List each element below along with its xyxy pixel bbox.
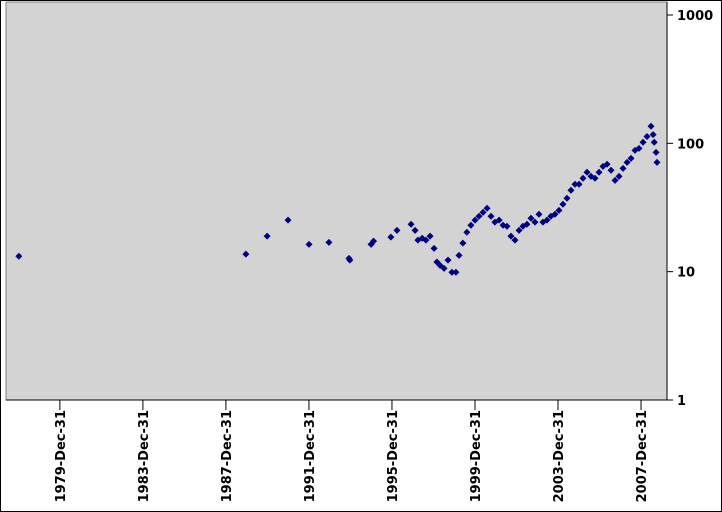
point: [611, 176, 619, 184]
point: [471, 216, 479, 224]
point: [263, 232, 271, 240]
point: [479, 208, 487, 216]
x-tick-label: 2003-Dec-31: [552, 410, 567, 502]
point: [650, 138, 658, 146]
point: [643, 133, 651, 141]
point: [325, 238, 333, 246]
point: [551, 210, 559, 218]
point: [531, 218, 539, 226]
point: [543, 216, 551, 224]
point: [242, 250, 250, 258]
point: [652, 148, 660, 156]
point: [559, 200, 567, 208]
point: [436, 261, 444, 269]
point: [430, 244, 438, 252]
y-tick-label: 100: [677, 137, 704, 152]
point: [411, 226, 419, 234]
point: [459, 239, 467, 247]
point: [571, 180, 579, 188]
point: [284, 216, 292, 224]
point: [495, 216, 503, 224]
point: [467, 221, 475, 229]
point: [448, 268, 456, 276]
point: [475, 212, 483, 220]
point: [487, 212, 495, 220]
point: [393, 226, 401, 234]
point: [595, 168, 603, 176]
point: [370, 237, 378, 245]
point: [527, 214, 535, 222]
point: [563, 194, 571, 202]
point: [627, 154, 635, 162]
point: [455, 251, 463, 259]
x-tick-label: 1987-Dec-31: [220, 410, 235, 502]
point: [503, 222, 511, 230]
point: [603, 160, 611, 168]
point: [422, 236, 430, 244]
point: [555, 206, 563, 214]
point: [607, 166, 615, 174]
point: [346, 256, 354, 264]
point: [653, 158, 661, 166]
point: [426, 232, 434, 240]
point: [623, 158, 631, 166]
point: [523, 220, 531, 228]
point: [619, 164, 627, 172]
point: [649, 131, 657, 139]
point: [583, 168, 591, 176]
x-tick-label: 1995-Dec-31: [386, 410, 401, 502]
point: [507, 232, 515, 240]
point: [515, 226, 523, 234]
point: [15, 252, 23, 260]
x-tick-label: 1991-Dec-31: [303, 410, 318, 502]
y-tick-label: 1: [677, 394, 686, 409]
point: [387, 233, 395, 241]
point: [305, 240, 313, 248]
point: [647, 122, 655, 130]
point: [407, 220, 415, 228]
point: [463, 228, 471, 236]
point: [639, 138, 647, 146]
point: [483, 204, 491, 212]
point: [452, 268, 460, 276]
x-tick-label: 1979-Dec-31: [54, 410, 69, 502]
x-tick-label: 1983-Dec-31: [137, 410, 152, 502]
point: [567, 186, 575, 194]
y-tick-label: 10: [677, 266, 695, 281]
point: [511, 236, 519, 244]
point: [591, 174, 599, 182]
point: [579, 174, 587, 182]
x-tick-label: 2007-Dec-31: [635, 410, 650, 502]
point: [575, 180, 583, 188]
point: [635, 144, 643, 152]
point: [440, 264, 448, 272]
point: [615, 172, 623, 180]
x-tick-label: 1999-Dec-31: [469, 410, 484, 502]
point: [535, 210, 543, 218]
y-tick-label: 1000: [677, 9, 713, 24]
point: [444, 256, 452, 264]
plot-area: [5, 1, 668, 401]
